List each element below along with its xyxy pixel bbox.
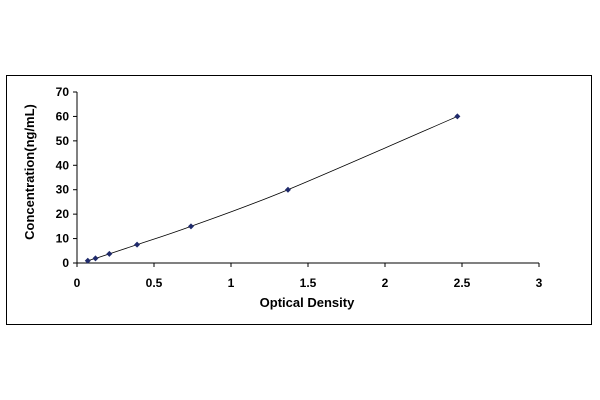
axes	[76, 92, 539, 264]
y-axis-title: Concentration(ng/mL)	[22, 104, 37, 240]
data-point	[284, 186, 291, 193]
fit-curve	[87, 116, 458, 262]
y-tick-label: 0	[62, 256, 69, 270]
x-ticks: 0 0.5 1 1.5 2 2.5 3	[74, 263, 543, 290]
chart-frame	[6, 75, 592, 325]
y-tick-label: 20	[56, 207, 70, 221]
data-point	[106, 250, 113, 257]
y-tick-label: 30	[56, 183, 70, 197]
y-tick-label: 10	[56, 232, 70, 246]
data-point	[454, 113, 461, 120]
x-tick-label: 2.5	[454, 276, 471, 290]
x-tick-label: 1	[228, 276, 235, 290]
y-tick-label: 50	[56, 134, 70, 148]
y-ticks: 0 10 20 30 40 50 60 70	[56, 85, 77, 270]
x-tick-label: 0.5	[146, 276, 163, 290]
data-point	[134, 241, 141, 248]
y-tick-label: 70	[56, 85, 70, 99]
data-point	[92, 255, 99, 262]
y-tick-label: 60	[56, 109, 70, 123]
data-points	[84, 113, 461, 264]
x-tick-label: 3	[536, 276, 543, 290]
x-axis-title: Optical Density	[260, 295, 355, 310]
data-point	[84, 257, 91, 264]
y-tick-label: 40	[56, 158, 70, 172]
x-tick-label: 0	[74, 276, 81, 290]
x-tick-label: 1.5	[300, 276, 317, 290]
data-point	[187, 223, 194, 230]
x-tick-label: 2	[382, 276, 389, 290]
